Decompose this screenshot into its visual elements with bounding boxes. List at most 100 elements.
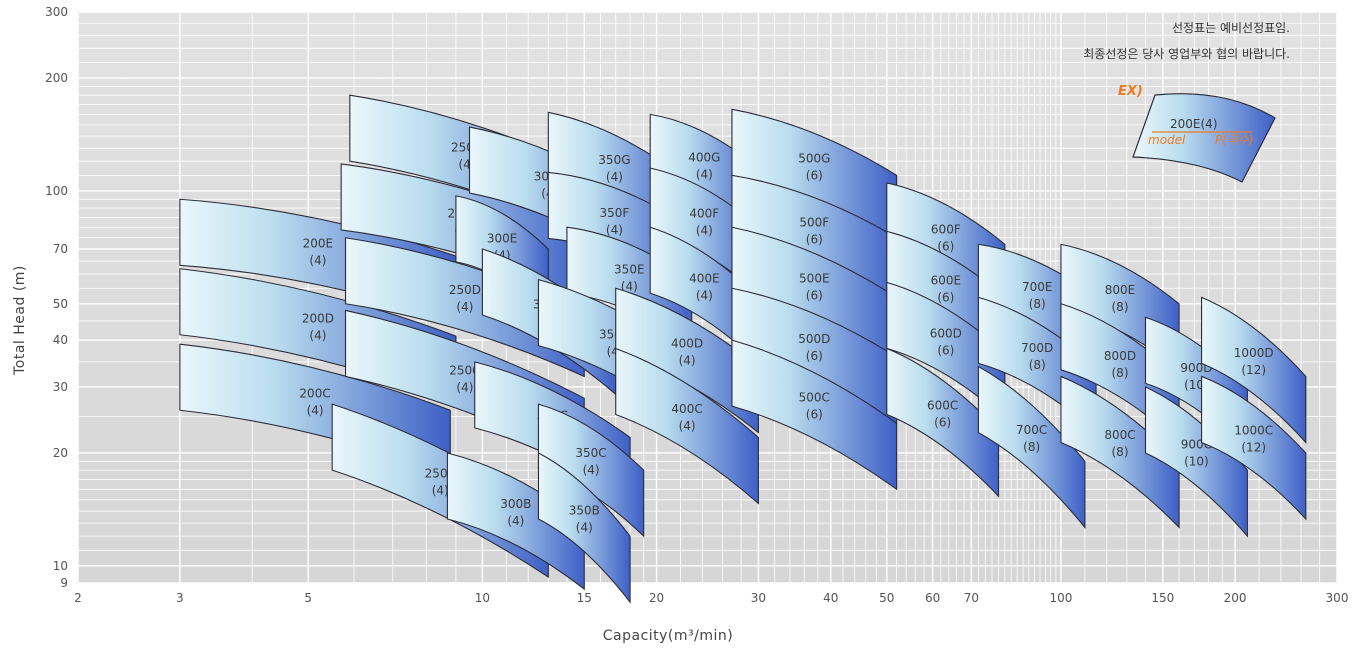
pump-tile-poles: (4) xyxy=(679,353,696,367)
pump-tile-350c: 350C (4) xyxy=(537,403,645,538)
pump-tile-poles: (4) xyxy=(456,300,473,314)
x-tick-label: 70 xyxy=(964,591,979,605)
pump-tile-poles: (8) xyxy=(1112,300,1129,314)
pump-tile-poles: (4) xyxy=(621,279,638,293)
pump-tile-model: 600E xyxy=(931,273,962,287)
pump-tile-300b: 300B (4) xyxy=(446,452,585,591)
pump-tile-model: 400F xyxy=(689,207,719,221)
pump-tile-poles: (10) xyxy=(1184,455,1209,469)
pump-tile-model: 500D xyxy=(798,332,830,346)
pump-tile-model: 1000D xyxy=(1234,346,1274,360)
y-tick-label: 9 xyxy=(60,576,68,590)
pump-tile-poles: (8) xyxy=(1029,297,1046,311)
pump-tile-model: 600F xyxy=(931,223,961,237)
note-line-1: 선정표는 예비선정표임. xyxy=(1172,21,1290,35)
pump-tile-poles: (8) xyxy=(1112,366,1129,380)
x-tick-label: 10 xyxy=(475,591,490,605)
pump-tile-poles: (4) xyxy=(696,167,713,181)
pump-tile-poles: (8) xyxy=(1029,358,1046,372)
pump-tile-poles: (12) xyxy=(1241,441,1266,455)
note-line-2: 최종선정은 당사 영업부와 협의 바랍니다. xyxy=(1083,47,1290,61)
pump-tile-model: 350B xyxy=(569,504,600,518)
pump-tile-model: 350G xyxy=(598,153,630,167)
pump-tile-1000d: 1000D (12) xyxy=(1201,296,1307,444)
pump-tile-model: 500E xyxy=(799,271,830,285)
pump-tile-poles: (6) xyxy=(937,344,954,358)
pump-tile-shape xyxy=(977,365,1086,529)
pump-tile-shape xyxy=(1060,375,1180,529)
pump-tile-model: 400D xyxy=(671,336,703,350)
y-axis-title: Total Head (m) xyxy=(12,265,28,376)
pump-tile-model: 350F xyxy=(600,206,630,220)
y-tick-label: 200 xyxy=(45,71,68,85)
pump-tile-shape xyxy=(731,339,898,491)
pump-tile-model: 250D xyxy=(449,283,481,297)
pump-tile-model: 700D xyxy=(1021,341,1053,355)
pump-tile-poles: (4) xyxy=(606,170,623,184)
x-tick-label: 2 xyxy=(74,591,82,605)
pump-tile-model: 350E xyxy=(614,262,645,276)
pump-tile-model: 400G xyxy=(688,150,720,164)
pump-tile-1000c: 1000C (12) xyxy=(1201,375,1307,521)
pump-tile-model: 700C xyxy=(1016,423,1047,437)
pump-tile-model: 200C xyxy=(299,386,330,400)
pump-tile-model: 350C xyxy=(575,446,606,460)
pump-tile-800c: 800C (8) xyxy=(1060,375,1180,529)
pump-tile-poles: (6) xyxy=(806,233,823,247)
y-tick-label: 50 xyxy=(53,297,68,311)
x-tick-label: 50 xyxy=(879,591,894,605)
x-tick-label: 60 xyxy=(925,591,940,605)
pump-tile-poles: (4) xyxy=(309,254,326,268)
y-tick-label: 70 xyxy=(53,242,68,256)
pump-tile-poles: (6) xyxy=(937,290,954,304)
x-axis-title: Capacity(m³/min) xyxy=(603,628,733,644)
pump-tile-350b: 350B (4) xyxy=(537,452,631,604)
example-tile xyxy=(1132,93,1276,183)
x-tick-label: 200 xyxy=(1224,591,1247,605)
pump-tile-poles: (8) xyxy=(1112,445,1129,459)
pump-tile-poles: (4) xyxy=(507,514,524,528)
y-tick-label: 20 xyxy=(53,446,68,460)
pump-tile-poles: (4) xyxy=(583,463,600,477)
x-tick-label: 5 xyxy=(304,591,312,605)
pump-tile-poles: (6) xyxy=(806,408,823,422)
pump-tile-model: 400E xyxy=(689,271,720,285)
pump-tile-poles: (6) xyxy=(806,168,823,182)
pump-tile-shape xyxy=(1201,296,1307,444)
y-tick-label: 10 xyxy=(53,559,68,573)
pump-tile-model: 800C xyxy=(1104,428,1135,442)
pump-tile-poles: (4) xyxy=(456,380,473,394)
pump-tile-model: 200E xyxy=(303,237,334,251)
y-tick-label: 30 xyxy=(53,380,68,394)
example-legend: EX) 200E(4) model P(극수) xyxy=(1118,84,1276,183)
pump-tile-poles: (12) xyxy=(1241,363,1266,377)
pump-tile-shape xyxy=(1201,375,1307,521)
y-tick-label: 300 xyxy=(45,5,68,19)
y-tick-label: 40 xyxy=(53,333,68,347)
pump-tile-poles: (8) xyxy=(1023,440,1040,454)
pump-tile-model: 600D xyxy=(930,327,962,341)
pump-tile-model: 500F xyxy=(799,216,829,230)
pump-tile-model: 500C xyxy=(799,391,830,405)
pump-tile-shape xyxy=(1144,386,1248,538)
x-tick-label: 40 xyxy=(823,591,838,605)
pump-tile-model: 800D xyxy=(1104,349,1136,363)
pump-tile-shape xyxy=(886,347,1000,498)
pump-tile-poles: (4) xyxy=(696,224,713,238)
x-tick-label: 100 xyxy=(1050,591,1073,605)
example-tag: EX) xyxy=(1118,84,1143,99)
example-model-label: model xyxy=(1148,133,1186,147)
x-tick-label: 30 xyxy=(751,591,766,605)
pump-tile-model: 300E xyxy=(487,231,518,245)
pump-tile-model: 250C xyxy=(449,363,480,377)
pump-tile-poles: (4) xyxy=(606,223,623,237)
pump-tile-500c: 500C (6) xyxy=(731,339,898,491)
x-tick-label: 150 xyxy=(1151,591,1174,605)
pump-tile-poles: (4) xyxy=(679,419,696,433)
pump-tiles: 200E(4)200D(4)200C(4)250G(4)250E(4)250D(… xyxy=(179,94,1307,604)
pump-tile-poles: (6) xyxy=(806,288,823,302)
pump-tile-250d: 250D (4) xyxy=(344,237,585,378)
pump-tile-poles: (4) xyxy=(576,521,593,535)
pump-tile-400e: 400E (4) xyxy=(649,226,759,365)
